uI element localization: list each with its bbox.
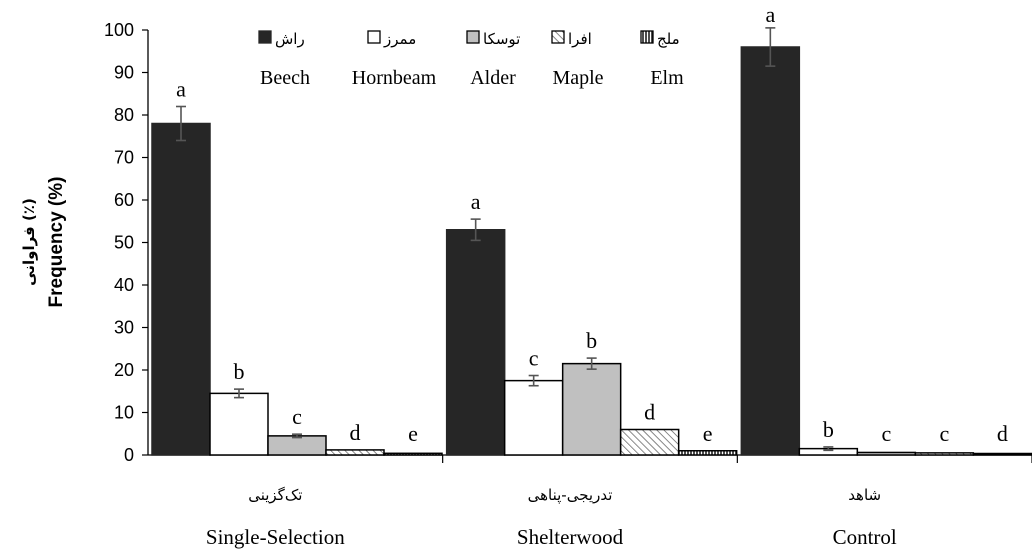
legend-label-en: Beech [260,67,310,89]
legend: راش Beech ممرز Hornbeam توسکا Alder افرا Maple م… [258,30,684,89]
bar-beech [445,229,506,456]
significance-letter: a [176,77,186,102]
category-label-fa: تک‌گزینی [248,486,302,504]
bar-elm [677,450,738,456]
significance-letter: c [292,404,302,429]
bar-maple [914,452,975,456]
y-tick-label: 10 [114,403,134,423]
bar-alder [267,435,327,456]
category-label-en: Shelterwood [517,525,624,549]
significance-letter: d [644,400,655,425]
legend-label-fa: ممرز [383,30,416,48]
category-label-en: Single-Selection [206,525,345,549]
legend-swatch-beech [258,30,272,44]
bars-layer [151,27,1032,456]
bar-hornbeam [503,379,564,456]
bar-elm [383,452,443,456]
bar-maple [619,428,680,456]
labels-layer: a b c d e تک‌گزینی Single-Selection a c b d e تدریجی… [20,2,1008,549]
significance-letter: c [881,421,891,446]
category-label-en: Control [833,525,897,549]
y-tick-label: 70 [114,148,134,168]
bar-elm [972,452,1032,456]
y-tick-label: 90 [114,63,134,83]
axes: 0 10 20 30 40 50 60 70 80 90 100 [104,20,1032,465]
legend-swatch-maple [551,30,565,44]
y-tick-label: 80 [114,105,134,125]
significance-letter: b [586,328,597,353]
bar-beech [151,122,211,456]
legend-label-en: Alder [470,67,516,89]
y-tick-label: 100 [104,20,134,40]
legend-label-fa: توسکا [483,30,520,48]
bar-hornbeam [209,392,269,456]
category-label-fa: شاهد [848,486,881,504]
y-tick-label: 0 [124,445,134,465]
y-tick-label: 40 [114,275,134,295]
y-tick-label: 30 [114,318,134,338]
y-axis-title-en: Frequency (%) [46,177,67,308]
bar-alder [561,362,622,456]
legend-label-fa: ملج [657,30,680,48]
significance-letter: d [350,420,361,445]
bar-alder [856,451,917,456]
y-tick-label: 60 [114,190,134,210]
significance-letter: b [823,417,834,442]
significance-letter: d [997,421,1008,446]
y-tick-label: 20 [114,360,134,380]
y-axis-title: فراوانی (٪) Frequency (%) [20,177,67,308]
y-tick-label: 50 [114,233,134,253]
y-axis-title-fa: فراوانی (٪) [20,198,38,286]
significance-letter: a [471,189,481,214]
category-label-fa: تدریجی-پناهی [528,486,613,505]
significance-letter: a [765,2,775,27]
significance-letter: b [234,359,245,384]
legend-swatch-elm [640,30,654,44]
bar-beech [740,46,801,456]
legend-label-fa: راش [275,30,305,48]
legend-label-en: Hornbeam [352,67,437,89]
significance-letter: e [703,421,713,446]
legend-label-fa: افرا [568,30,592,48]
significance-letter: c [939,421,949,446]
legend-label-en: Maple [552,67,603,89]
legend-label-en: Elm [650,67,684,89]
significance-letter: c [529,346,539,371]
significance-letter: e [408,421,418,446]
legend-swatch-hornbeam [367,30,381,44]
bar-maple [325,449,385,456]
legend-swatch-alder [466,30,480,44]
